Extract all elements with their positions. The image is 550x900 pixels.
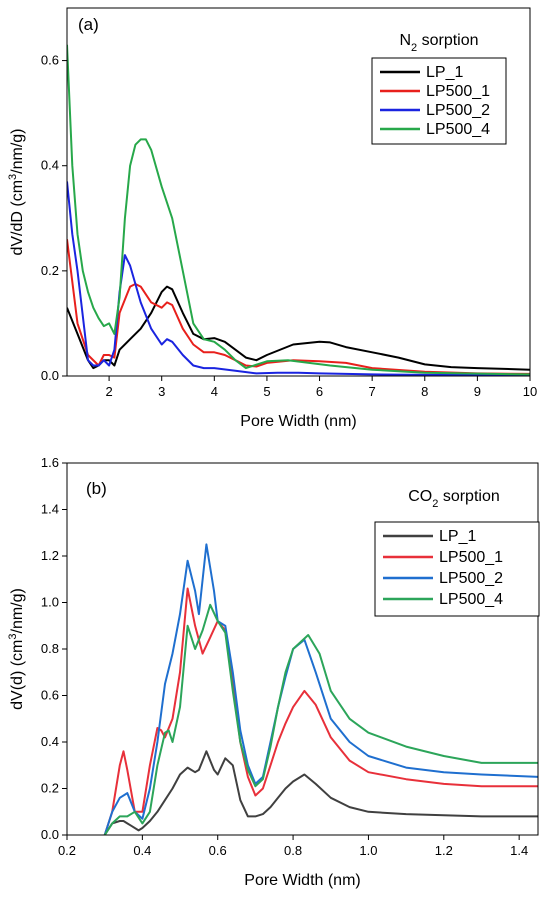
legend-label: LP500_4 [439, 591, 503, 608]
series-line-lp500-2 [67, 181, 530, 376]
plot-frame [66, 7, 531, 377]
y-tick-label: 1.0 [41, 595, 59, 610]
x-tick-label: 0.2 [58, 843, 76, 858]
x-tick-label: 1.4 [510, 843, 528, 858]
x-tick-label: 3 [158, 384, 165, 399]
x-axis-title: Pore Width (nm) [240, 413, 356, 430]
sorption-annotation: N2 sorption [399, 32, 478, 54]
legend-label: LP500_2 [439, 570, 503, 587]
y-tick-label: 1.6 [41, 455, 59, 470]
x-tick-label: 1.0 [359, 843, 377, 858]
legend-label: LP500_1 [439, 549, 503, 566]
legend-label: LP500_2 [426, 102, 490, 119]
plot-frame [66, 462, 539, 836]
y-tick-label: 0.0 [41, 827, 59, 842]
x-tick-label: 0.6 [209, 843, 227, 858]
x-axis-title: Pore Width (nm) [244, 872, 360, 889]
legend-label: LP500_4 [426, 121, 490, 138]
series-line-lp500-1 [67, 239, 530, 375]
y-axis-title: dV/dD (cm3/nm/g) [7, 128, 26, 255]
y-tick-label: 0.4 [41, 158, 59, 173]
legend-label: LP_1 [426, 64, 463, 81]
x-tick-label: 7 [369, 384, 376, 399]
series-line-lp500-1 [103, 587, 538, 835]
x-tick-label: 4 [211, 384, 218, 399]
legend-label: LP_1 [439, 528, 476, 545]
panel-label: (a) [78, 15, 99, 34]
y-tick-label: 0.2 [41, 263, 59, 278]
series-line-lp500-4 [67, 44, 530, 376]
series-line-lp-1 [67, 285, 530, 371]
sorption-annotation: CO2 sorption [408, 488, 500, 510]
series-line-lp-1 [103, 750, 538, 835]
y-tick-label: 1.2 [41, 548, 59, 563]
y-tick-label: 0.8 [41, 641, 59, 656]
panel-label: (b) [86, 479, 107, 498]
legend-box [374, 521, 540, 617]
legend-label: LP500_1 [426, 83, 490, 100]
y-tick-label: 0.0 [41, 368, 59, 383]
y-tick-label: 0.4 [41, 734, 59, 749]
x-tick-label: 2 [105, 384, 112, 399]
x-tick-label: 0.8 [284, 843, 302, 858]
x-tick-label: 6 [316, 384, 323, 399]
panel-b: 0.2 0.4 0.6 0.8 1.0 1.2 1.40.00.20.40.60.81.01… [7, 455, 540, 889]
y-tick-label: 1.4 [41, 502, 59, 517]
x-tick-label: 0.4 [133, 843, 151, 858]
x-tick-label: 9 [474, 384, 481, 399]
y-tick-label: 0.6 [41, 688, 59, 703]
x-tick-label: 8 [421, 384, 428, 399]
y-axis-title: dV(d) (cm3/nm/g) [7, 588, 26, 710]
series-line-lp500-4 [103, 603, 538, 835]
x-tick-label: 10 [523, 384, 537, 399]
y-tick-label: 0.2 [41, 781, 59, 796]
y-tick-label: 0.6 [41, 53, 59, 68]
panel-a: 2 3 4 5 6 7 8 9 10 0.0 0.2 0.4 0.6 Pore Width (nm) dV/… [7, 7, 537, 430]
x-tick-label: 1.2 [435, 843, 453, 858]
x-tick-label: 5 [263, 384, 270, 399]
series-line-lp500-2 [103, 543, 538, 835]
